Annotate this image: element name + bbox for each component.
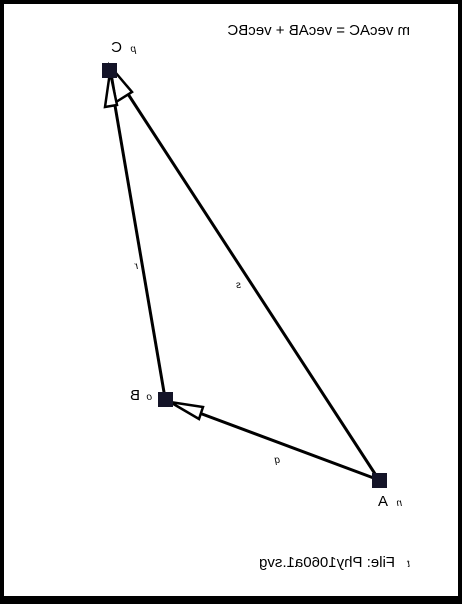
vector-bc-label: r [134,261,138,272]
footer-file-text: File: Phy1060a1.svg [259,554,395,571]
point-b-tag: o [146,392,152,403]
footer-tag: t [406,559,410,570]
point-c-tag: p [130,44,137,55]
point-a-tag: n [396,498,402,509]
vector-ac-label: s [236,280,241,291]
vector-ac [126,93,381,481]
point-c [102,63,117,78]
point-b [158,392,173,407]
point-c-label: C [111,39,122,56]
point-a [372,473,387,488]
point-b-label: B [130,387,140,404]
point-a-label: A [378,493,388,510]
equation-text: m vecAC = vecAB + vecBC [227,22,410,39]
vector-bc-arrowhead [103,71,119,109]
vector-ab-label: q [274,455,280,466]
diagram-canvas: m vecAC = vecAB + vecBC A n B o C p q r … [4,4,458,596]
vector-diagram: m vecAC = vecAB + vecBC A n B o C p q r … [102,22,410,571]
vector-ab-arrowhead [169,400,205,421]
vector-ab [185,406,380,482]
vector-bc [110,87,167,399]
